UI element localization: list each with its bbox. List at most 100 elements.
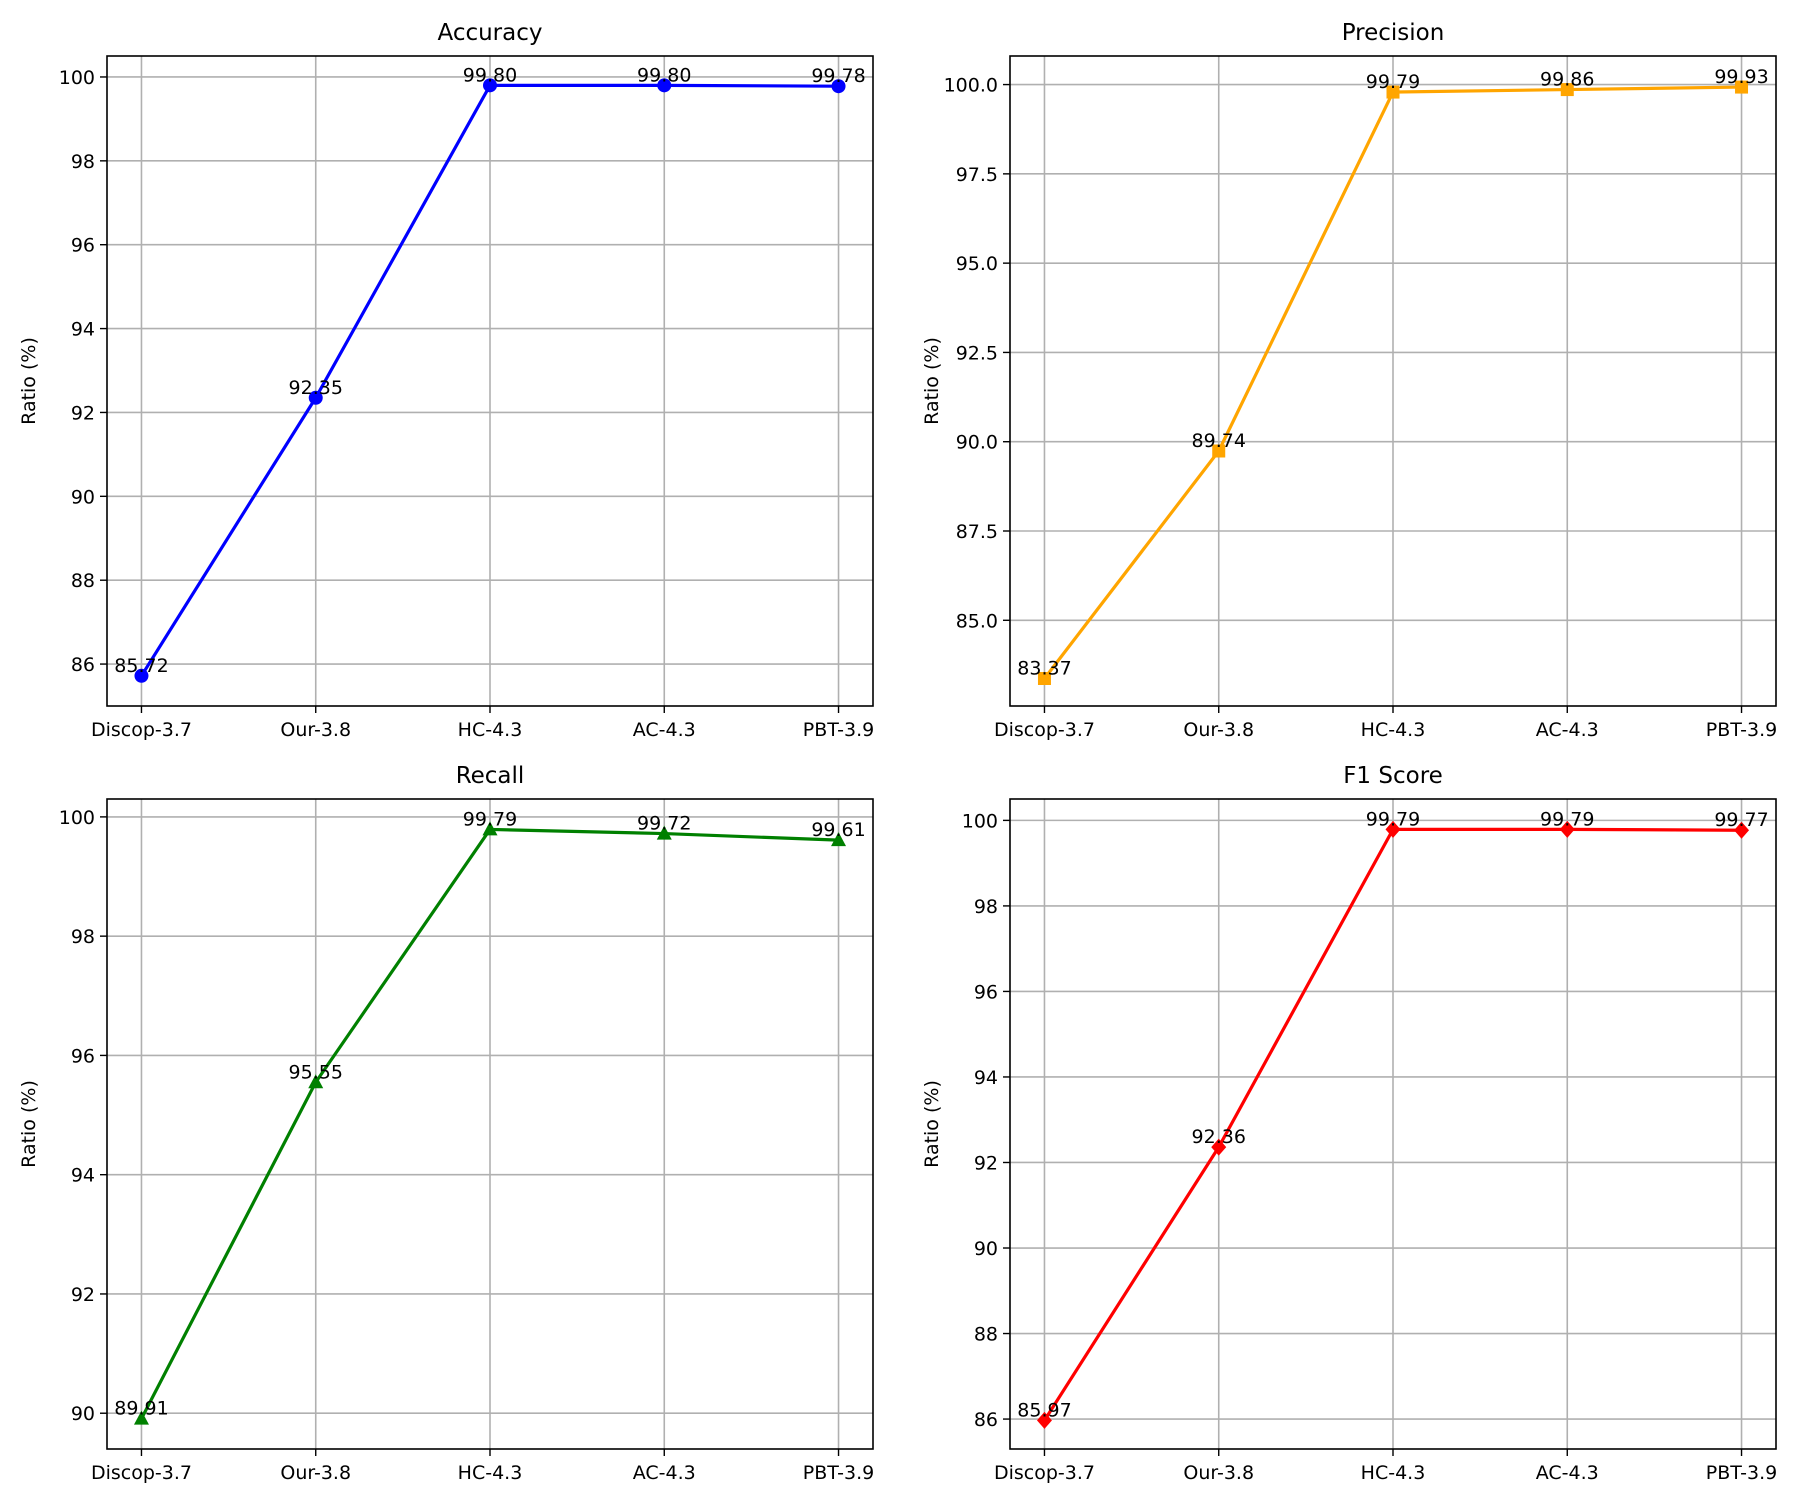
y-tick-label: 92	[974, 1152, 998, 1174]
y-tick-label: 86	[974, 1409, 998, 1431]
y-tick-label: 96	[974, 981, 998, 1003]
y-tick-label: 90.0	[956, 432, 998, 454]
x-tick-label: HC-4.3	[1361, 1462, 1426, 1484]
axes-frame	[106, 798, 874, 1450]
y-tick-label: 94	[71, 1165, 95, 1187]
data-label: 99.72	[637, 813, 691, 835]
data-label: 99.80	[637, 64, 691, 86]
axes-frame	[1009, 798, 1777, 1450]
y-axis-label: Ratio (%)	[921, 1080, 943, 1168]
data-label: 99.93	[1714, 66, 1768, 88]
y-axis-label: Ratio (%)	[18, 1080, 40, 1168]
data-point-marker	[1386, 85, 1400, 99]
x-tick-label: Discop-3.7	[994, 1462, 1095, 1484]
data-point-marker	[1211, 1138, 1227, 1156]
x-tick-label: PBT-3.9	[1706, 1462, 1777, 1484]
y-tick-label: 96	[71, 1045, 95, 1067]
y-tick-label: 90	[71, 1403, 95, 1425]
y-axis-label: Ratio (%)	[18, 337, 40, 425]
y-tick-label: 88	[974, 1324, 998, 1346]
x-tick-label: Our-3.8	[1183, 1462, 1254, 1484]
y-tick-label: 92	[71, 1284, 95, 1306]
data-label: 89.91	[114, 1398, 168, 1420]
y-tick-label: 98	[974, 896, 998, 918]
y-tick-label: 85.0	[956, 610, 998, 632]
data-label: 85.72	[114, 655, 168, 677]
x-tick-label: PBT-3.9	[1706, 719, 1777, 741]
y-tick-label: 94	[71, 319, 95, 341]
data-point-marker	[1385, 820, 1401, 838]
panel-precision: Discop-3.7 Our-3.8 HC-4.3 AC-4.3 PBT-3.9 85.0…	[921, 20, 1777, 741]
axes-frame	[106, 55, 874, 707]
data-point-marker	[1734, 821, 1750, 839]
data-label: 99.77	[1714, 809, 1768, 831]
panel-accuracy: Discop-3.7 Our-3.8 HC-4.3 AC-4.3 PBT-3.9 86 88…	[18, 20, 874, 741]
y-tick-label: 100	[59, 807, 95, 829]
x-tick-label: HC-4.3	[1361, 719, 1426, 741]
y-tick-label: 100	[962, 810, 998, 832]
y-tick-label: 95.0	[956, 253, 998, 275]
y-tick-label: 92	[71, 402, 95, 424]
data-point-marker	[831, 79, 846, 94]
y-tick-label: 97.5	[956, 164, 998, 186]
y-tick-label: 90	[71, 486, 95, 508]
x-tick-label: AC-4.3	[1536, 1462, 1599, 1484]
y-tick-label: 92.5	[956, 342, 998, 364]
y-tick-label: 100.0	[944, 75, 998, 97]
data-label: 99.78	[811, 65, 865, 87]
data-label: 99.79	[463, 808, 517, 830]
panel-f1: Discop-3.7 Our-3.8 HC-4.3 AC-4.3 PBT-3.9 86 88…	[921, 763, 1777, 1484]
x-tick-label: Our-3.8	[280, 1462, 351, 1484]
data-label: 99.79	[1366, 71, 1420, 93]
data-label: 85.97	[1017, 1399, 1071, 1421]
y-tick-label: 96	[71, 235, 95, 257]
data-point-marker	[1212, 444, 1226, 458]
data-label: 99.79	[1540, 808, 1594, 830]
data-point-marker	[308, 1074, 324, 1089]
y-axis-label: Ratio (%)	[921, 337, 943, 425]
y-tick-label: 94	[974, 1067, 998, 1089]
x-tick-label: Our-3.8	[280, 719, 351, 741]
y-tick-label: 100	[59, 67, 95, 89]
data-point-marker	[133, 1410, 149, 1425]
x-tick-label: Discop-3.7	[91, 719, 192, 741]
x-tick-label: Discop-3.7	[91, 1462, 192, 1484]
data-label: 99.86	[1540, 69, 1594, 91]
data-point-marker	[656, 825, 672, 840]
data-label: 92.36	[1192, 1126, 1246, 1148]
data-label: 99.61	[811, 819, 865, 841]
data-point-marker	[657, 78, 672, 93]
x-tick-label: HC-4.3	[458, 1462, 523, 1484]
chart-title: Recall	[456, 763, 525, 789]
data-point-marker	[1037, 672, 1051, 685]
x-tick-label: Discop-3.7	[994, 719, 1095, 741]
y-tick-label: 88	[71, 570, 95, 592]
x-tick-label: Our-3.8	[1183, 719, 1254, 741]
x-tick-label: PBT-3.9	[803, 719, 874, 741]
data-point-marker	[831, 832, 847, 847]
chart-title: Precision	[1342, 20, 1445, 46]
x-tick-label: AC-4.3	[633, 1462, 696, 1484]
panel-recall: Discop-3.7 Our-3.8 HC-4.3 AC-4.3 PBT-3.9 90 92…	[18, 763, 874, 1484]
data-label: 92.35	[289, 377, 343, 399]
data-label: 95.55	[289, 1061, 343, 1083]
x-tick-label: PBT-3.9	[803, 1462, 874, 1484]
data-point-marker	[1559, 820, 1575, 838]
data-point-marker	[483, 78, 497, 93]
data-label: 99.80	[463, 64, 517, 86]
y-tick-label: 86	[71, 654, 95, 676]
x-tick-label: AC-4.3	[633, 719, 696, 741]
data-point-marker	[1735, 80, 1749, 94]
x-tick-label: HC-4.3	[458, 719, 523, 741]
y-tick-label: 98	[71, 151, 95, 173]
x-tick-label: AC-4.3	[1536, 719, 1599, 741]
data-label: 89.74	[1192, 430, 1246, 452]
data-point-marker	[482, 821, 498, 836]
y-tick-label: 90	[974, 1238, 998, 1260]
data-point-marker	[1036, 1411, 1052, 1429]
y-tick-label: 98	[71, 926, 95, 948]
data-point-marker	[134, 668, 149, 683]
axes-frame	[1009, 55, 1777, 707]
